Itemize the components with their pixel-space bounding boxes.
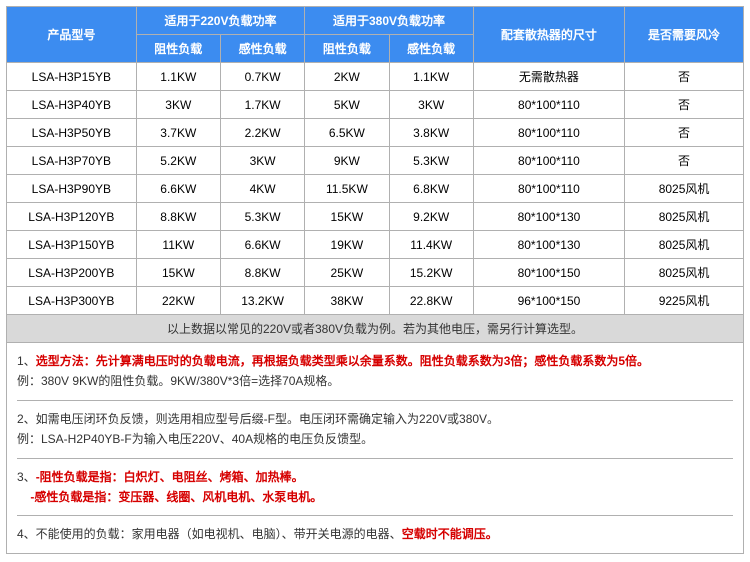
cell-model: LSA-H3P70YB — [7, 147, 137, 175]
cell-model: LSA-H3P15YB — [7, 63, 137, 91]
cell-model: LSA-H3P90YB — [7, 175, 137, 203]
cell-r380: 38KW — [305, 287, 389, 315]
th-heatsink: 配套散热器的尺寸 — [473, 7, 624, 63]
cell-size: 80*100*130 — [473, 231, 624, 259]
footnote-row: 以上数据以常见的220V或者380V负载为例。若为其他电压，需另行计算选型。 — [7, 315, 744, 343]
cell-i220: 6.6KW — [220, 231, 304, 259]
note-2: 2、如需电压闭环负反馈，则选用相应型号后缀-F型。电压闭环需确定输入为220V或… — [17, 409, 733, 450]
cell-r380: 19KW — [305, 231, 389, 259]
cell-size: 80*100*130 — [473, 203, 624, 231]
cell-i220: 1.7KW — [220, 91, 304, 119]
cell-i220: 0.7KW — [220, 63, 304, 91]
note-1: 1、选型方法：先计算满电压时的负载电流，再根据负载类型乘以余量系数。阻性负载系数… — [17, 351, 733, 392]
cell-fan: 否 — [625, 91, 744, 119]
cell-i380: 6.8KW — [389, 175, 473, 203]
cell-size: 80*100*110 — [473, 119, 624, 147]
cell-i380: 9.2KW — [389, 203, 473, 231]
table-row: LSA-H3P120YB8.8KW5.3KW15KW9.2KW80*100*13… — [7, 203, 744, 231]
cell-i380: 15.2KW — [389, 259, 473, 287]
cell-r380: 6.5KW — [305, 119, 389, 147]
th-380-resistive: 阻性负载 — [305, 35, 389, 63]
cell-i220: 2.2KW — [220, 119, 304, 147]
th-fan: 是否需要风冷 — [625, 7, 744, 63]
th-220-group: 适用于220V负载功率 — [136, 7, 305, 35]
cell-i220: 3KW — [220, 147, 304, 175]
note-4: 4、不能使用的负载：家用电器（如电视机、电脑）、带开关电源的电器、空载时不能调压… — [17, 524, 733, 544]
th-380-group: 适用于380V负载功率 — [305, 7, 474, 35]
cell-i220: 8.8KW — [220, 259, 304, 287]
cell-r380: 25KW — [305, 259, 389, 287]
cell-r220: 8.8KW — [136, 203, 220, 231]
cell-r380: 15KW — [305, 203, 389, 231]
th-220-resistive: 阻性负载 — [136, 35, 220, 63]
cell-r220: 6.6KW — [136, 175, 220, 203]
notes-cell: 1、选型方法：先计算满电压时的负载电流，再根据负载类型乘以余量系数。阻性负载系数… — [7, 343, 744, 554]
cell-model: LSA-H3P40YB — [7, 91, 137, 119]
cell-fan: 8025风机 — [625, 231, 744, 259]
cell-fan: 否 — [625, 147, 744, 175]
cell-i380: 11.4KW — [389, 231, 473, 259]
cell-fan: 否 — [625, 63, 744, 91]
cell-r220: 15KW — [136, 259, 220, 287]
cell-r220: 11KW — [136, 231, 220, 259]
table-row: LSA-H3P90YB6.6KW4KW11.5KW6.8KW80*100*110… — [7, 175, 744, 203]
cell-model: LSA-H3P150YB — [7, 231, 137, 259]
cell-fan: 否 — [625, 119, 744, 147]
table-row: LSA-H3P15YB1.1KW0.7KW2KW1.1KW无需散热器否 — [7, 63, 744, 91]
th-380-inductive: 感性负载 — [389, 35, 473, 63]
cell-model: LSA-H3P300YB — [7, 287, 137, 315]
table-row: LSA-H3P40YB3KW1.7KW5KW3KW80*100*110否 — [7, 91, 744, 119]
cell-size: 无需散热器 — [473, 63, 624, 91]
table-row: LSA-H3P50YB3.7KW2.2KW6.5KW3.8KW80*100*11… — [7, 119, 744, 147]
cell-r220: 3KW — [136, 91, 220, 119]
notes-row: 1、选型方法：先计算满电压时的负载电流，再根据负载类型乘以余量系数。阻性负载系数… — [7, 343, 744, 554]
cell-model: LSA-H3P120YB — [7, 203, 137, 231]
cell-r220: 1.1KW — [136, 63, 220, 91]
cell-fan: 8025风机 — [625, 203, 744, 231]
cell-r220: 22KW — [136, 287, 220, 315]
cell-i380: 3KW — [389, 91, 473, 119]
th-model: 产品型号 — [7, 7, 137, 63]
table-row: LSA-H3P200YB15KW8.8KW25KW15.2KW80*100*15… — [7, 259, 744, 287]
cell-size: 80*100*150 — [473, 259, 624, 287]
cell-r380: 11.5KW — [305, 175, 389, 203]
separator — [17, 458, 733, 459]
table-row: LSA-H3P300YB22KW13.2KW38KW22.8KW96*100*1… — [7, 287, 744, 315]
cell-r220: 3.7KW — [136, 119, 220, 147]
table-row: LSA-H3P70YB5.2KW3KW9KW5.3KW80*100*110否 — [7, 147, 744, 175]
cell-i220: 5.3KW — [220, 203, 304, 231]
table-row: LSA-H3P150YB11KW6.6KW19KW11.4KW80*100*13… — [7, 231, 744, 259]
cell-r380: 9KW — [305, 147, 389, 175]
spec-table: 产品型号 适用于220V负载功率 适用于380V负载功率 配套散热器的尺寸 是否… — [6, 6, 744, 554]
cell-size: 96*100*150 — [473, 287, 624, 315]
cell-r380: 5KW — [305, 91, 389, 119]
cell-fan: 8025风机 — [625, 259, 744, 287]
cell-size: 80*100*110 — [473, 147, 624, 175]
cell-i380: 22.8KW — [389, 287, 473, 315]
note-3: 3、-阻性负载是指：白炽灯、电阻丝、烤箱、加热棒。 -感性负载是指：变压器、线圈… — [17, 467, 733, 508]
cell-fan: 8025风机 — [625, 175, 744, 203]
cell-model: LSA-H3P200YB — [7, 259, 137, 287]
separator — [17, 400, 733, 401]
cell-r220: 5.2KW — [136, 147, 220, 175]
table-body: LSA-H3P15YB1.1KW0.7KW2KW1.1KW无需散热器否LSA-H… — [7, 63, 744, 315]
cell-r380: 2KW — [305, 63, 389, 91]
separator — [17, 515, 733, 516]
cell-size: 80*100*110 — [473, 175, 624, 203]
th-220-inductive: 感性负载 — [220, 35, 304, 63]
cell-i380: 3.8KW — [389, 119, 473, 147]
cell-i220: 4KW — [220, 175, 304, 203]
footnote-text: 以上数据以常见的220V或者380V负载为例。若为其他电压，需另行计算选型。 — [7, 315, 744, 343]
cell-fan: 9225风机 — [625, 287, 744, 315]
cell-model: LSA-H3P50YB — [7, 119, 137, 147]
cell-i380: 5.3KW — [389, 147, 473, 175]
cell-i220: 13.2KW — [220, 287, 304, 315]
cell-i380: 1.1KW — [389, 63, 473, 91]
cell-size: 80*100*110 — [473, 91, 624, 119]
